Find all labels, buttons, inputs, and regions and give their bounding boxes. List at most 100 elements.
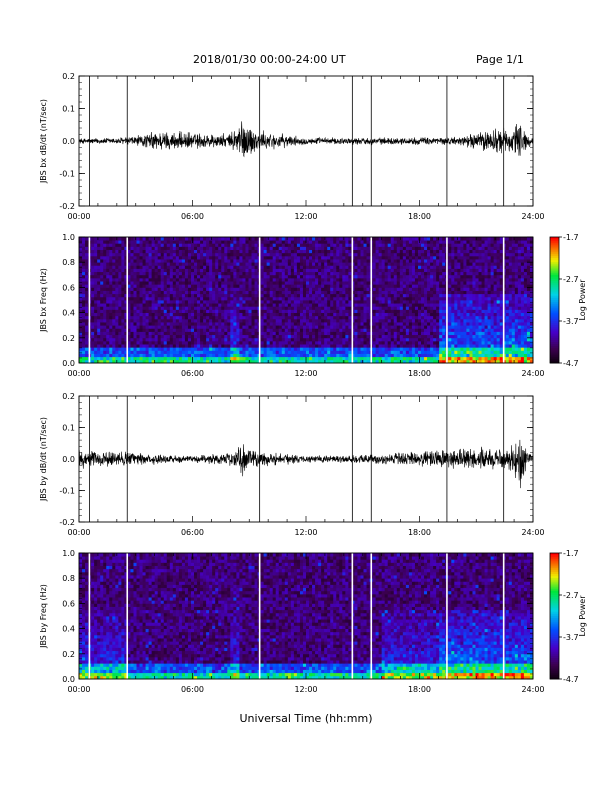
spectrogram-cell: [130, 262, 134, 266]
spectrogram-cell: [424, 281, 428, 285]
spectrogram-cell: [172, 347, 177, 351]
spectrogram-cell: [194, 296, 198, 301]
spectrogram-cell: [439, 262, 443, 266]
spectrogram-cell: [94, 255, 98, 260]
spectrogram-cell: [342, 274, 346, 279]
spectrogram-cell: [396, 350, 401, 354]
spectrogram-cell: [427, 265, 431, 269]
spectrogram-cell: [381, 268, 386, 273]
spectrogram-cell: [312, 344, 316, 348]
spectrogram-cell: [181, 306, 186, 310]
spectrogram-cell: [299, 262, 304, 266]
spectrogram-cell: [345, 240, 349, 244]
spectrogram-cell: [381, 359, 386, 364]
spectrogram-cell: [384, 271, 389, 276]
spectrogram-cell: [381, 271, 386, 276]
spectrogram-cell: [299, 325, 304, 329]
spectrogram-cell: [139, 309, 143, 313]
spectrogram-cell: [390, 337, 395, 342]
spectrogram-cell: [139, 246, 143, 250]
spectrogram-cell: [230, 337, 234, 342]
spectrogram-cell: [411, 353, 416, 358]
spectrogram-cell: [312, 337, 316, 342]
spectrogram-cell: [91, 262, 95, 266]
spectrogram-cell: [230, 274, 234, 279]
spectrogram-cell: [254, 328, 258, 332]
spectrogram-cell: [97, 350, 101, 354]
spectrogram-cell: [348, 255, 352, 260]
spectrogram-cell: [315, 290, 319, 295]
spectrogram-cell: [85, 300, 89, 304]
spectrogram-cell: [366, 340, 370, 345]
spectrogram-cell: [181, 259, 186, 263]
spectrogram-cell: [387, 240, 392, 244]
spectrogram-cell: [421, 328, 425, 332]
spectrogram-cell: [206, 252, 210, 257]
spectrogram-cell: [263, 240, 268, 244]
spectrogram-cell: [109, 306, 113, 310]
spectrogram-cell: [172, 284, 177, 288]
spectrogram-cell: [342, 290, 346, 295]
spectrogram-cell: [357, 325, 361, 329]
spectrogram-cell: [372, 290, 377, 295]
spectrogram-cell: [212, 240, 216, 244]
spectrogram-cell: [136, 290, 140, 295]
spectrogram-cell: [442, 312, 446, 317]
spectrogram-cell: [324, 312, 328, 317]
spectrogram-cell: [112, 356, 116, 361]
spectrogram-cell: [284, 303, 289, 307]
spectrogram-cell: [242, 255, 246, 260]
spectrogram-cell: [82, 350, 86, 354]
spectrogram-cell: [106, 300, 110, 304]
spectrogram-cell: [109, 300, 113, 304]
spectrogram-cell: [442, 296, 446, 301]
spectrogram-cell: [224, 328, 228, 332]
spectrogram-cell: [287, 262, 292, 266]
spectrogram-cell: [91, 287, 95, 291]
spectrogram-cell: [269, 309, 274, 313]
spectrogram-cell: [178, 334, 183, 339]
spectrogram-cell: [275, 271, 280, 276]
spectrogram-cell: [287, 300, 292, 304]
spectrogram-cell: [163, 331, 168, 336]
spectrogram-cell: [242, 287, 246, 291]
spectrogram-cell: [330, 290, 334, 295]
spectrogram-cell: [348, 344, 352, 348]
spectrogram-cell: [142, 240, 146, 244]
spectrogram-cell: [133, 274, 137, 279]
spectrogram-cell: [154, 271, 159, 276]
spectrogram-cell: [330, 328, 334, 332]
spectrogram-cell: [336, 287, 340, 291]
spectrogram-cell: [91, 315, 95, 320]
spectrogram-cell: [82, 271, 86, 276]
spectrogram-cell: [239, 312, 243, 317]
spectrogram-cell: [206, 306, 210, 310]
spectrogram-cell: [354, 296, 358, 301]
spectrogram-cell: [399, 284, 404, 288]
spectrogram-cell: [212, 262, 216, 266]
spectrogram-cell: [94, 252, 98, 257]
spectrogram-cell: [239, 340, 243, 345]
spectrogram-cell: [157, 296, 162, 301]
spectrogram-cell: [260, 344, 265, 348]
spectrogram-cell: [160, 268, 165, 273]
spectrogram-cell: [408, 293, 413, 298]
spectrogram-cell: [148, 268, 153, 273]
spectrogram-cell: [366, 290, 370, 295]
spectrogram-cell: [175, 303, 180, 307]
spectrogram-cell: [421, 331, 425, 336]
spectrogram-cell: [230, 300, 234, 304]
spectrogram-cell: [336, 262, 340, 266]
spectrogram-cell: [360, 268, 364, 273]
spectrogram-cell: [145, 300, 150, 304]
spectrogram-cell: [215, 350, 219, 354]
spectrogram-cell: [430, 265, 434, 269]
spectrogram-cell: [348, 290, 352, 295]
spectrogram-cell: [345, 252, 349, 257]
spectrogram-cell: [97, 337, 101, 342]
spectrogram-cell: [163, 268, 168, 273]
spectrogram-cell: [115, 328, 119, 332]
spectrogram-cell: [260, 240, 265, 244]
spectrogram-cell: [194, 347, 198, 351]
spectrogram-cell: [187, 344, 192, 348]
